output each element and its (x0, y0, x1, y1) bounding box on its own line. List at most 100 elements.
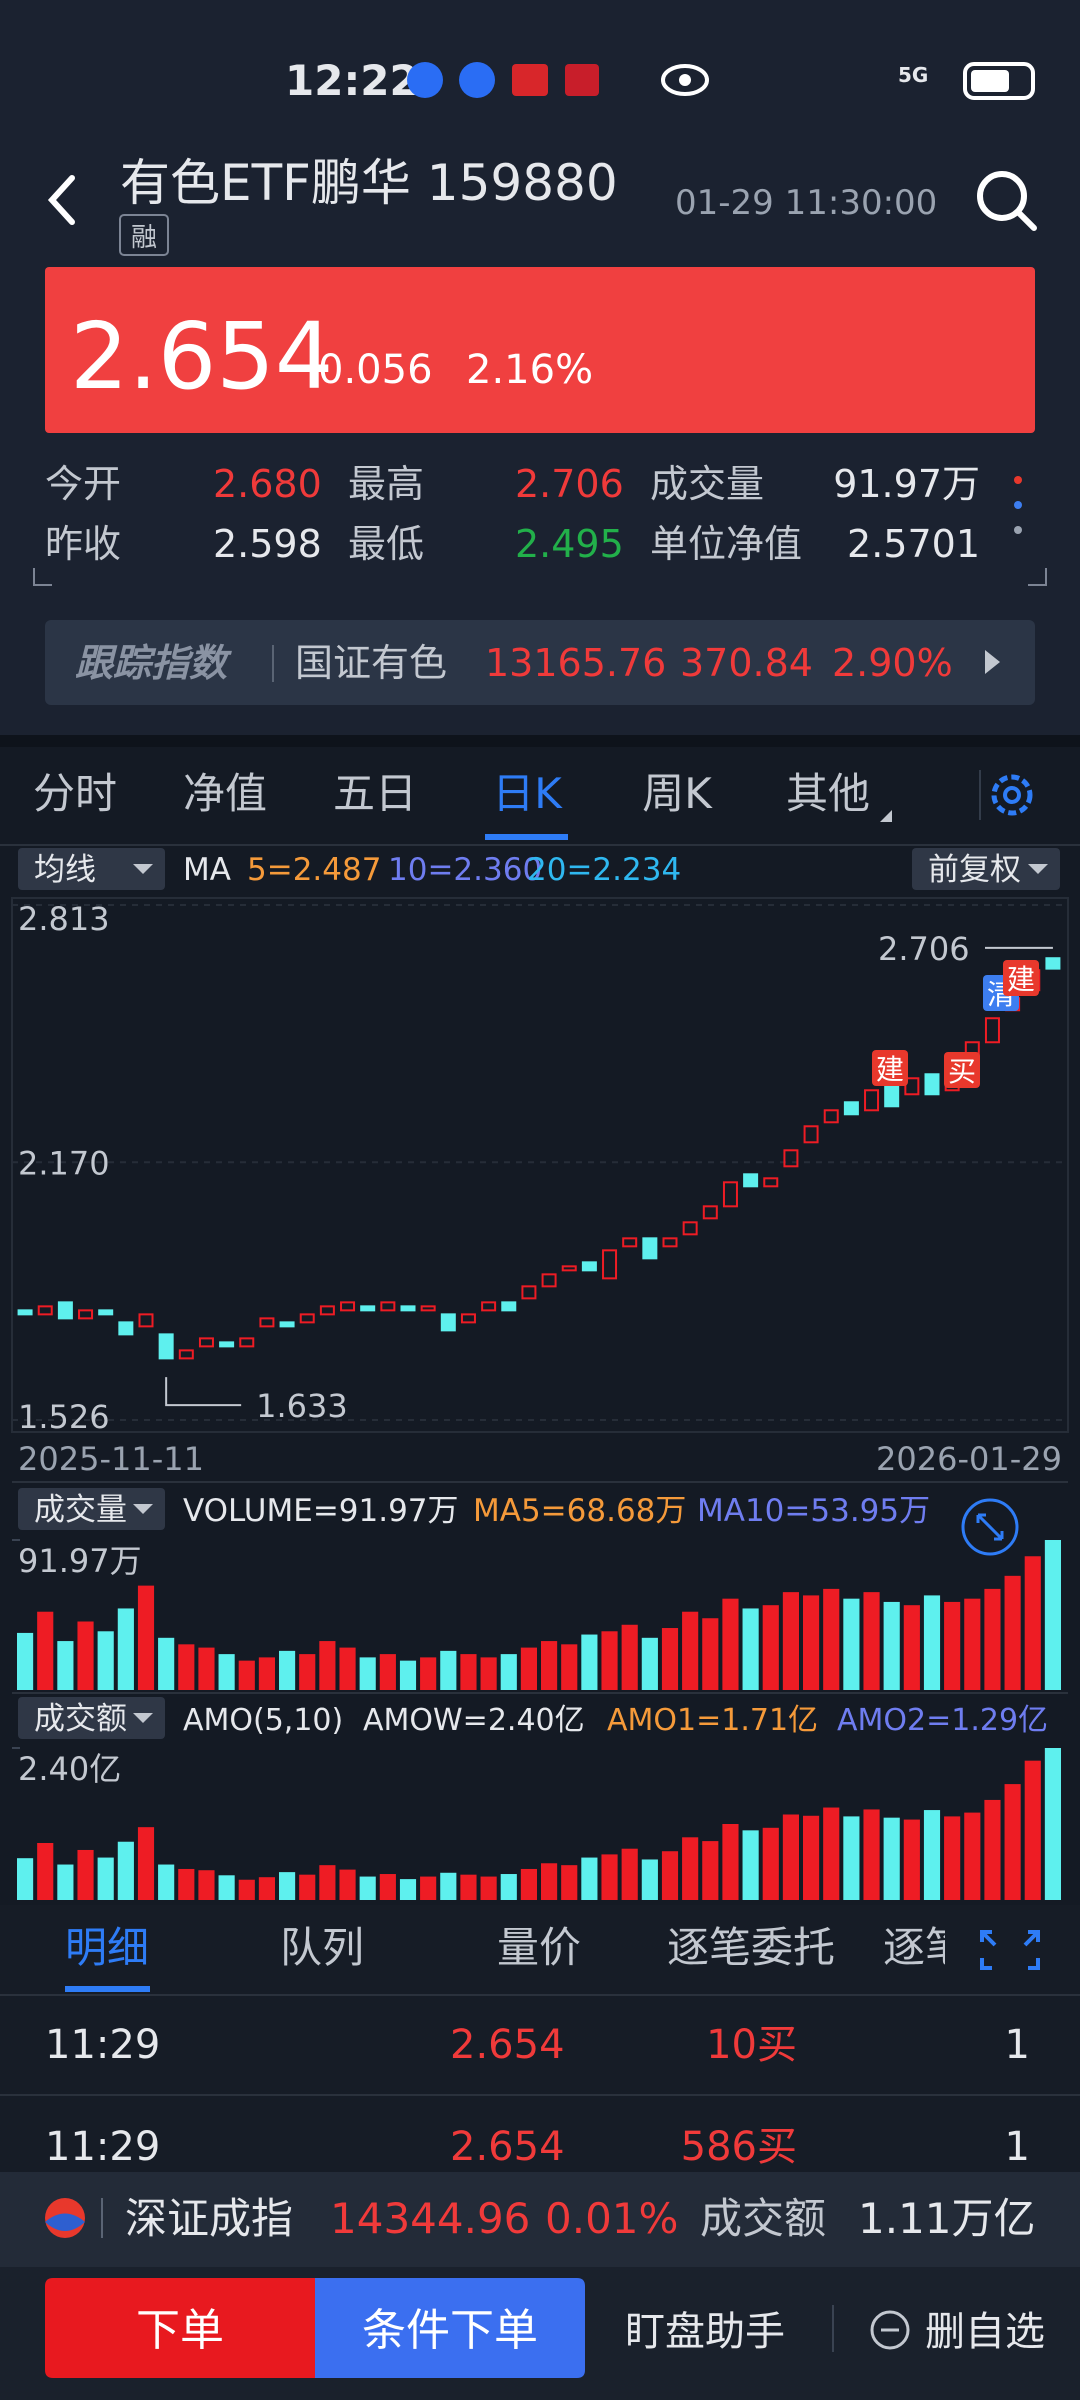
trade-price: 2.654 (450, 2022, 565, 2068)
chart-tab[interactable]: 其他 (786, 769, 870, 818)
bar (601, 1854, 618, 1900)
expand-icon[interactable] (980, 1930, 1040, 1970)
stat-value: 2.706 (515, 462, 624, 506)
bar (379, 1654, 396, 1690)
candle-body (904, 1077, 920, 1096)
chart-tab[interactable]: 净值 (183, 769, 267, 818)
dropdown-arrow (133, 1713, 153, 1723)
detail-tab[interactable]: 量价 (497, 1923, 581, 1972)
low-label: 1.633 (256, 1387, 348, 1425)
x-tick-label: 2025-11-11 (18, 1440, 204, 1478)
turnover-label: 成交额 (700, 2194, 826, 2243)
candle-body (722, 1181, 738, 1208)
page-dot (1014, 476, 1022, 484)
search-handle (1015, 209, 1037, 231)
candle-body (561, 1265, 577, 1272)
bar (198, 1647, 215, 1690)
bar (178, 1868, 195, 1900)
dropdown[interactable] (18, 1488, 165, 1530)
bar (520, 1868, 537, 1900)
bar (843, 1816, 860, 1900)
candle-body (78, 1309, 94, 1320)
stat-value: 2.5701 (847, 522, 980, 566)
candle-body (682, 1221, 698, 1236)
dropdown[interactable] (18, 1697, 165, 1739)
y-tick-label: 2.813 (18, 900, 110, 938)
detail-tab-active[interactable]: 明细 (65, 1923, 149, 1972)
detail-tab[interactable]: 队列 (280, 1923, 364, 1972)
dropdown-arrow (1028, 864, 1048, 874)
status-icon (407, 62, 443, 98)
status-icon (679, 74, 691, 86)
bar (803, 1595, 820, 1690)
stat-label: 最低 (348, 522, 424, 566)
remove-button[interactable]: 删自选 (925, 2309, 1045, 2355)
stat-label: 昨收 (45, 522, 121, 566)
index-bar[interactable] (0, 2172, 1080, 2267)
tracking-label: 跟踪指数 (75, 641, 232, 685)
change-pct: 2.16% (466, 347, 593, 393)
bar (722, 1598, 739, 1690)
signal-text: 买 (948, 1055, 976, 1088)
bar (218, 1875, 235, 1900)
candle-body (602, 1249, 618, 1280)
bar (299, 1874, 316, 1900)
battery (963, 62, 1035, 100)
chart-tab[interactable]: 五日 (333, 769, 417, 818)
fullscreen-button[interactable] (961, 1498, 1019, 1556)
settings-center (1003, 786, 1021, 804)
expand-corners[interactable] (33, 568, 1047, 586)
candle-body (763, 1177, 779, 1188)
search-button[interactable] (977, 171, 1027, 221)
order-label: 下单 (136, 2305, 224, 2356)
candle-body (299, 1313, 315, 1324)
chart-tab[interactable]: 周K (642, 769, 713, 818)
ma-value: 5=2.487 (247, 852, 381, 888)
candle-body (823, 1109, 839, 1124)
detail-tab[interactable]: 逐笔委托 (667, 1923, 835, 1972)
dropdown-arrow (133, 864, 153, 874)
tracking-value: 13165.76 (485, 641, 666, 685)
fullscreen-icon (976, 1513, 1004, 1541)
ma-value: 20=2.234 (527, 852, 681, 888)
bar (762, 1605, 779, 1690)
bar (238, 1660, 255, 1690)
detail-tab-underline (65, 1986, 150, 1992)
bar (258, 1877, 275, 1900)
candle-body (581, 1261, 597, 1272)
bar (782, 1592, 799, 1690)
badge (119, 214, 169, 256)
candle-body (37, 1305, 53, 1316)
bar (782, 1814, 799, 1900)
signal-text: 建 (1007, 963, 1035, 996)
detail-tab[interactable]: 逐笔 (883, 1923, 967, 1972)
candle-body (17, 1309, 33, 1316)
back-button[interactable] (47, 175, 75, 225)
bar (440, 1872, 457, 1900)
bar (823, 1807, 840, 1900)
bar (964, 1598, 981, 1690)
order-button[interactable] (45, 2278, 315, 2378)
detail-background (0, 1905, 1080, 2172)
stat-value: 2.495 (515, 522, 624, 566)
settings-button[interactable] (991, 774, 1033, 816)
dropdown-label: 成交额 (34, 1701, 127, 1737)
dropdown[interactable] (912, 848, 1060, 890)
trade-time: 11:29 (45, 2124, 160, 2170)
chart-tab-active[interactable]: 日K (492, 769, 563, 818)
conditional-order-button[interactable] (315, 2278, 585, 2378)
assistant-button[interactable]: 盯盘助手 (625, 2309, 785, 2355)
chart-tab[interactable]: 分时 (33, 769, 117, 818)
tracking-bar[interactable] (45, 620, 1035, 705)
bar (359, 1876, 376, 1900)
dropdown[interactable] (18, 848, 165, 890)
bar (117, 1841, 134, 1900)
candle-body (57, 1301, 73, 1320)
bar (682, 1611, 699, 1690)
bar (883, 1601, 900, 1690)
bar (883, 1817, 900, 1900)
bar (803, 1815, 820, 1900)
bar (440, 1650, 457, 1690)
tab-menu-indicator (880, 810, 892, 822)
